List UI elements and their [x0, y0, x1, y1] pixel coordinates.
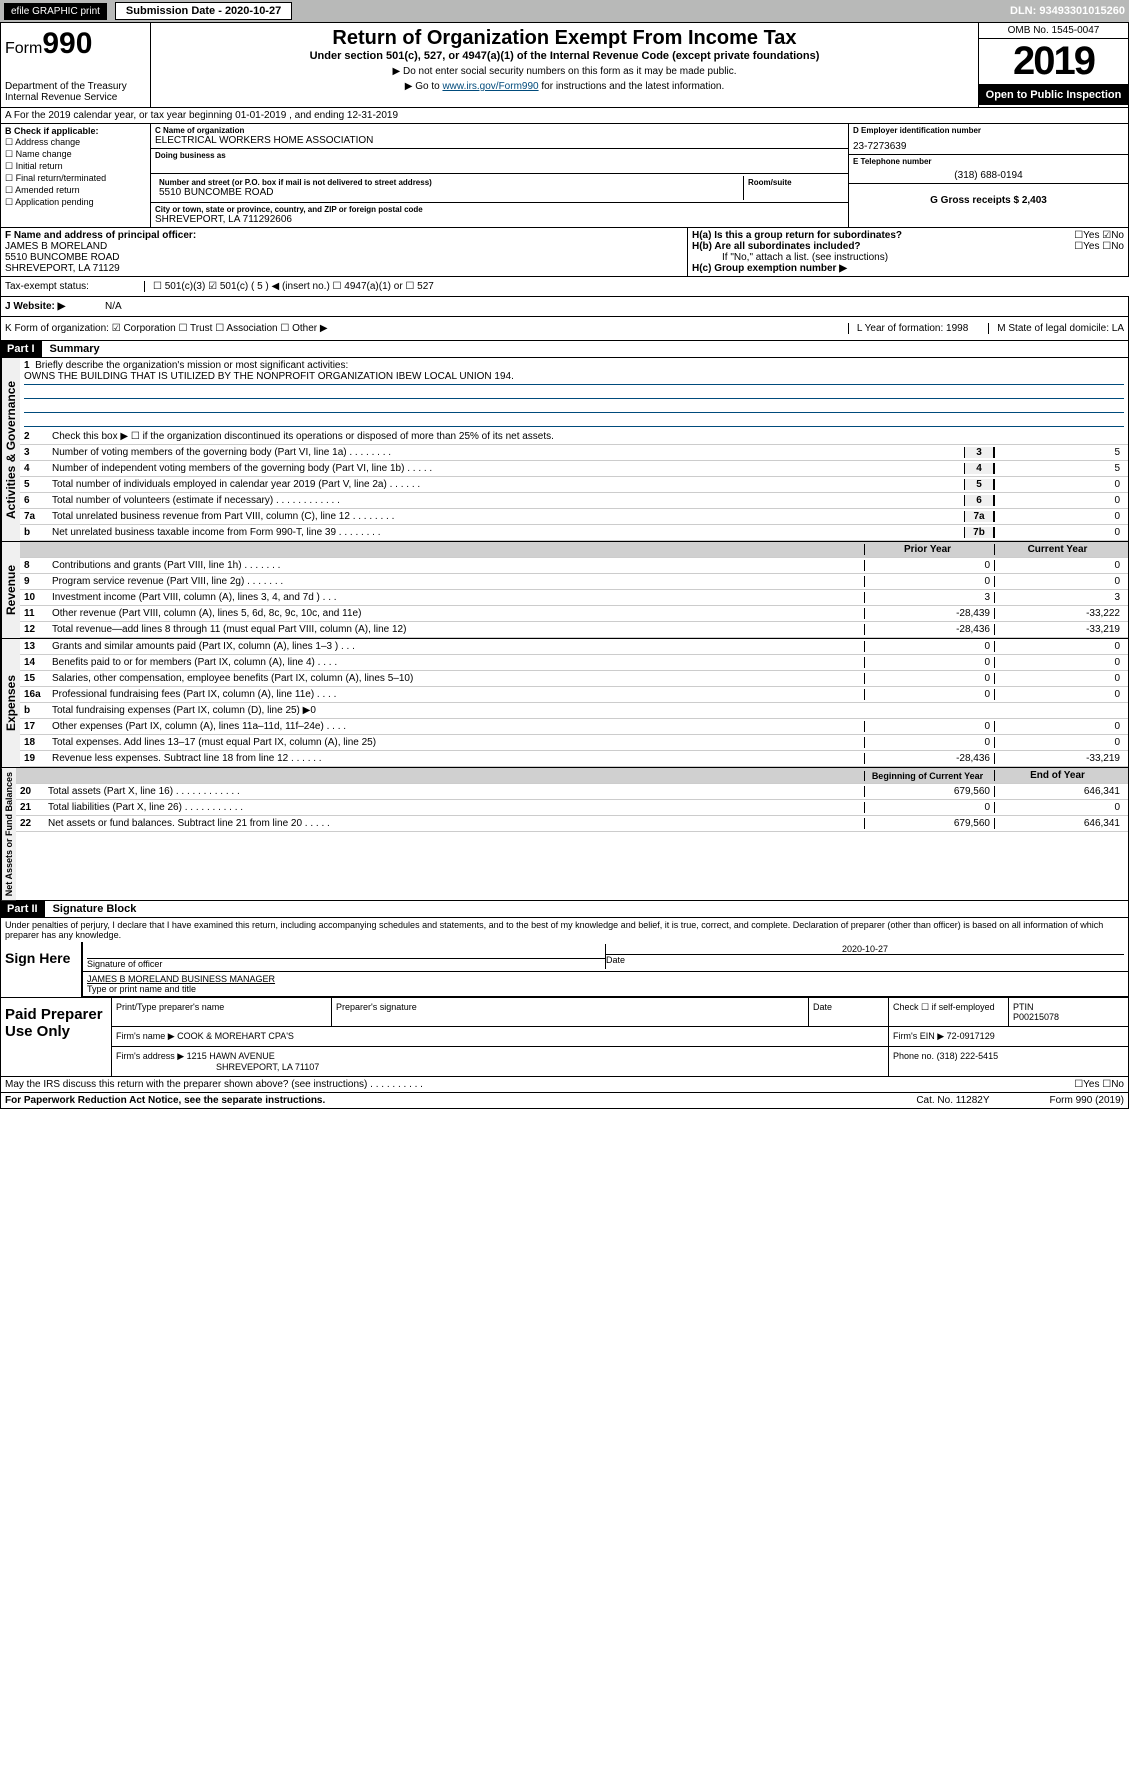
- cat-no: Cat. No. 11282Y: [916, 1095, 989, 1106]
- box-b: B Check if applicable: ☐ Address change …: [1, 124, 151, 227]
- table-row: bNet unrelated business taxable income f…: [20, 525, 1128, 541]
- table-row: 8Contributions and grants (Part VIII, li…: [20, 558, 1128, 574]
- submission-date: Submission Date - 2020-10-27: [115, 2, 292, 20]
- org-address: 5510 BUNCOMBE ROAD: [159, 187, 739, 198]
- table-row: 18Total expenses. Add lines 13–17 (must …: [20, 735, 1128, 751]
- tax-year-range: A For the 2019 calendar year, or tax yea…: [0, 108, 1129, 124]
- form-of-org: K Form of organization: ☑ Corporation ☐ …: [5, 323, 848, 334]
- table-row: 12Total revenue—add lines 8 through 11 (…: [20, 622, 1128, 638]
- table-row: 9Program service revenue (Part VIII, lin…: [20, 574, 1128, 590]
- table-row: 11Other revenue (Part VIII, column (A), …: [20, 606, 1128, 622]
- table-row: 6Total number of volunteers (estimate if…: [20, 493, 1128, 509]
- gov-label: Activities & Governance: [1, 358, 20, 541]
- rev-label: Revenue: [1, 542, 20, 638]
- form-header: Form990 Department of the Treasury Inter…: [0, 22, 1129, 108]
- chk-amended[interactable]: ☐ Amended return: [5, 185, 146, 196]
- irs-link[interactable]: www.irs.gov/Form990: [442, 81, 538, 92]
- topbar: efile GRAPHIC print Submission Date - 20…: [0, 0, 1129, 22]
- efile-button[interactable]: efile GRAPHIC print: [4, 3, 107, 20]
- ptin: P00215078: [1013, 1012, 1124, 1022]
- table-row: 5Total number of individuals employed in…: [20, 477, 1128, 493]
- sign-here: Sign Here: [1, 942, 81, 997]
- tax-status: ☐ 501(c)(3) ☑ 501(c) ( 5 ) ◀ (insert no.…: [145, 281, 1125, 292]
- part1-header: Part I: [1, 341, 41, 357]
- declaration: Under penalties of perjury, I declare th…: [1, 918, 1128, 942]
- firm-name: COOK & MOREHART CPA'S: [177, 1031, 294, 1041]
- form-title: Return of Organization Exempt From Incom…: [155, 27, 974, 50]
- omb-number: OMB No. 1545-0047: [979, 23, 1128, 39]
- part2-title: Signature Block: [44, 901, 1128, 917]
- table-row: 7aTotal unrelated business revenue from …: [20, 509, 1128, 525]
- table-row: 15Salaries, other compensation, employee…: [20, 671, 1128, 687]
- firm-addr: 1215 HAWN AVENUE: [187, 1051, 275, 1061]
- discuss-question: May the IRS discuss this return with the…: [5, 1079, 1074, 1090]
- officer: JAMES B MORELAND 5510 BUNCOMBE ROAD SHRE…: [5, 241, 683, 274]
- dln: DLN: 93493301015260: [1010, 5, 1125, 17]
- paid-preparer-label: Paid Preparer Use Only: [1, 998, 111, 1076]
- firm-ein: 72-0917129: [947, 1031, 995, 1041]
- mission-text: OWNS THE BUILDING THAT IS UTILIZED BY TH…: [24, 371, 1124, 385]
- ein: 23-7273639: [853, 141, 1124, 152]
- part1-title: Summary: [41, 341, 1128, 357]
- year-formation: L Year of formation: 1998: [848, 323, 968, 334]
- website: N/A: [105, 301, 122, 312]
- org-name: ELECTRICAL WORKERS HOME ASSOCIATION: [155, 135, 844, 146]
- firm-phone: (318) 222-5415: [937, 1051, 999, 1061]
- table-row: 21Total liabilities (Part X, line 26) . …: [16, 800, 1128, 816]
- state-domicile: M State of legal domicile: LA: [988, 323, 1124, 334]
- box-c: C Name of organization ELECTRICAL WORKER…: [151, 124, 848, 227]
- chk-final[interactable]: ☐ Final return/terminated: [5, 173, 146, 184]
- officer-name: JAMES B MORELAND BUSINESS MANAGER: [87, 974, 1124, 984]
- form-subtitle: Under section 501(c), 527, or 4947(a)(1)…: [155, 50, 974, 62]
- table-row: 14Benefits paid to or for members (Part …: [20, 655, 1128, 671]
- exp-label: Expenses: [1, 639, 20, 767]
- form-footer: Form 990 (2019): [1050, 1095, 1124, 1106]
- open-public: Open to Public Inspection: [979, 84, 1128, 105]
- box-d: D Employer identification number 23-7273…: [848, 124, 1128, 227]
- form-label: Form: [5, 40, 42, 57]
- table-row: 3Number of voting members of the governi…: [20, 445, 1128, 461]
- table-row: 17Other expenses (Part IX, column (A), l…: [20, 719, 1128, 735]
- department: Department of the Treasury Internal Reve…: [5, 81, 146, 103]
- paperwork-notice: For Paperwork Reduction Act Notice, see …: [5, 1095, 916, 1106]
- table-row: 13Grants and similar amounts paid (Part …: [20, 639, 1128, 655]
- chk-name[interactable]: ☐ Name change: [5, 149, 146, 160]
- table-row: 16aProfessional fundraising fees (Part I…: [20, 687, 1128, 703]
- chk-address[interactable]: ☐ Address change: [5, 137, 146, 148]
- form-number: 990: [42, 27, 92, 60]
- sig-date: 2020-10-27: [606, 944, 1124, 954]
- table-row: 4Number of independent voting members of…: [20, 461, 1128, 477]
- table-row: 19Revenue less expenses. Subtract line 1…: [20, 751, 1128, 767]
- telephone: (318) 688-0194: [853, 170, 1124, 181]
- chk-initial[interactable]: ☐ Initial return: [5, 161, 146, 172]
- tax-year: 2019: [979, 39, 1128, 84]
- ha-answer: ☐Yes ☑No: [1074, 230, 1124, 241]
- gross-receipts: G Gross receipts $ 2,403: [930, 195, 1047, 206]
- chk-pending[interactable]: ☐ Application pending: [5, 197, 146, 208]
- hb-answer: ☐Yes ☐No: [1074, 241, 1124, 252]
- table-row: 10Investment income (Part VIII, column (…: [20, 590, 1128, 606]
- table-row: 20Total assets (Part X, line 16) . . . .…: [16, 784, 1128, 800]
- table-row: bTotal fundraising expenses (Part IX, co…: [20, 703, 1128, 719]
- part2-header: Part II: [1, 901, 44, 917]
- org-city: SHREVEPORT, LA 711292606: [155, 214, 844, 225]
- net-label: Net Assets or Fund Balances: [1, 768, 16, 900]
- discuss-answer: ☐Yes ☐No: [1074, 1079, 1124, 1090]
- table-row: 22Net assets or fund balances. Subtract …: [16, 816, 1128, 832]
- note-ssn: ▶ Do not enter social security numbers o…: [155, 66, 974, 77]
